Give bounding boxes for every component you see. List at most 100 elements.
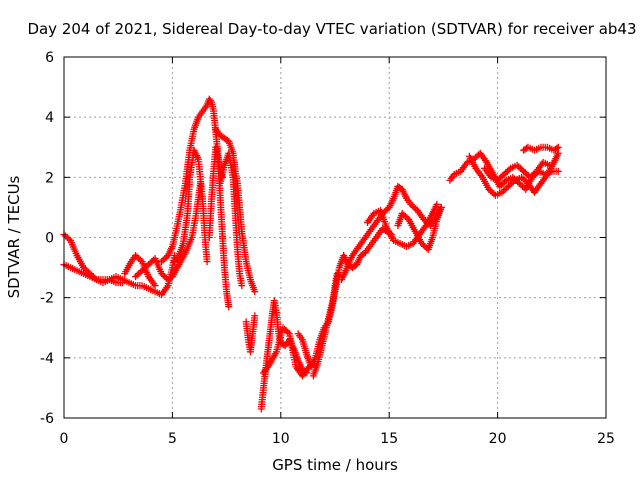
- data-point-marker: [146, 259, 154, 267]
- axis-tick-labels: 0 5 10 15 20 25 -6 -4 -2 0 2 4 6: [40, 50, 615, 447]
- data-point-marker: [498, 188, 506, 196]
- data-point-marker: [284, 328, 292, 336]
- data-point-marker: [203, 258, 211, 266]
- data-point-marker: [515, 163, 523, 171]
- data-point-marker: [519, 182, 527, 190]
- data-point-marker: [516, 164, 524, 172]
- data-point-marker: [437, 203, 445, 211]
- data-point-marker: [528, 172, 536, 180]
- data-markers: [60, 95, 562, 413]
- data-point-marker: [517, 173, 525, 181]
- data-point-marker: [499, 179, 507, 187]
- data-point-marker: [421, 243, 429, 251]
- data-point-marker: [521, 169, 529, 177]
- data-point-marker: [161, 255, 169, 263]
- data-point-marker: [407, 200, 415, 208]
- x-tick-label: 25: [597, 431, 615, 447]
- data-point-marker: [136, 268, 144, 276]
- data-point-marker: [508, 179, 516, 187]
- data-point-marker: [498, 172, 506, 180]
- data-point-marker: [400, 211, 408, 219]
- data-point-marker: [410, 203, 418, 211]
- data-point-marker: [497, 181, 505, 189]
- data-point-marker: [501, 178, 509, 186]
- y-tick-label: 0: [45, 231, 54, 247]
- data-point-marker: [502, 169, 510, 177]
- x-tick-label: 10: [272, 431, 290, 447]
- data-point-marker: [148, 258, 156, 266]
- data-point-marker: [520, 167, 528, 175]
- x-tick-label: 0: [60, 431, 69, 447]
- data-point-marker: [251, 288, 259, 296]
- data-point-marker: [140, 265, 148, 273]
- data-point-marker: [159, 256, 167, 264]
- data-point-marker: [138, 267, 146, 275]
- plot-frame: [63, 56, 607, 419]
- data-point-marker: [159, 271, 167, 279]
- data-point-marker: [433, 200, 441, 208]
- data-point-marker: [145, 261, 153, 269]
- data-point-marker: [494, 176, 502, 184]
- data-point-marker: [151, 282, 159, 290]
- y-tick-label: 6: [45, 50, 54, 66]
- data-point-marker: [281, 325, 289, 333]
- data-point-marker: [132, 252, 140, 260]
- data-point-marker: [554, 143, 562, 151]
- data-point-marker: [419, 241, 427, 249]
- data-point-marker: [501, 185, 509, 193]
- data-point-marker: [65, 235, 73, 243]
- data-point-marker: [509, 178, 517, 186]
- data-point-marker: [238, 282, 246, 290]
- x-tick-label: 5: [168, 431, 177, 447]
- data-point-marker: [225, 303, 233, 311]
- y-axis-label: SDTVAR / TECUs: [5, 175, 23, 298]
- grid-lines: [64, 57, 606, 418]
- data-point-marker: [505, 166, 513, 174]
- x-axis-label: GPS time / hours: [272, 456, 398, 474]
- data-point-marker: [517, 181, 525, 189]
- data-point-marker: [519, 175, 527, 183]
- data-point-marker: [418, 240, 426, 248]
- data-point-marker: [135, 270, 143, 278]
- data-point-marker: [495, 175, 503, 183]
- data-point-marker: [80, 264, 88, 272]
- data-point-marker: [251, 312, 259, 320]
- data-point-marker: [503, 167, 511, 175]
- data-point-marker: [518, 166, 526, 174]
- chart-title: Day 204 of 2021, Sidereal Day-to-day VTE…: [27, 20, 636, 38]
- data-point-marker: [158, 270, 166, 278]
- data-point-marker: [133, 253, 141, 261]
- data-point-marker: [403, 214, 411, 222]
- data-point-marker: [506, 181, 514, 189]
- data-point-marker: [529, 170, 537, 178]
- data-point-marker: [496, 182, 504, 190]
- data-point-marker: [135, 255, 143, 263]
- data-point-marker: [473, 152, 481, 160]
- data-point-marker: [206, 97, 214, 105]
- y-tick-label: -2: [40, 291, 54, 307]
- data-point-marker: [62, 232, 70, 240]
- data-point-marker: [401, 212, 409, 220]
- data-point-marker: [282, 327, 290, 335]
- data-point-marker: [497, 173, 505, 181]
- data-point-marker: [136, 256, 144, 264]
- data-point-marker: [83, 267, 91, 275]
- data-point-marker: [553, 144, 561, 152]
- data-point-marker: [554, 149, 562, 157]
- data-point-marker: [161, 273, 169, 281]
- data-point-marker: [158, 258, 166, 266]
- x-tick-label: 15: [380, 431, 398, 447]
- data-point-marker: [523, 170, 531, 178]
- y-tick-label: 4: [45, 110, 54, 126]
- data-point-marker: [485, 185, 493, 193]
- data-point-marker: [279, 324, 287, 332]
- data-point-marker: [503, 184, 511, 192]
- y-tick-label: 2: [45, 170, 54, 186]
- data-point-marker: [398, 209, 406, 217]
- data-point-marker: [546, 161, 554, 169]
- data-point-marker: [141, 264, 149, 272]
- data-point-marker: [504, 182, 512, 190]
- data-point-marker: [554, 167, 562, 175]
- data-point-marker: [526, 173, 534, 181]
